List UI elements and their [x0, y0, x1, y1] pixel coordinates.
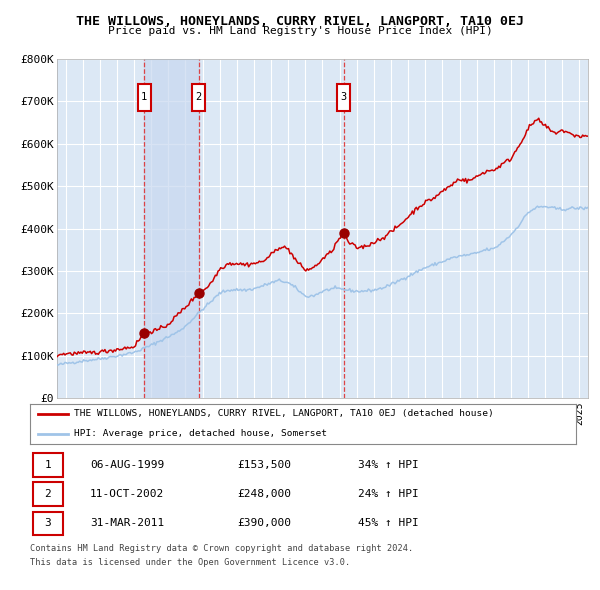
Text: THE WILLOWS, HONEYLANDS, CURRY RIVEL, LANGPORT, TA10 0EJ: THE WILLOWS, HONEYLANDS, CURRY RIVEL, LA…: [76, 15, 524, 28]
Text: £153,500: £153,500: [238, 460, 292, 470]
Text: 31-MAR-2011: 31-MAR-2011: [90, 519, 164, 529]
Text: 2: 2: [44, 489, 51, 499]
Text: 2: 2: [196, 92, 202, 102]
Text: THE WILLOWS, HONEYLANDS, CURRY RIVEL, LANGPORT, TA10 0EJ (detached house): THE WILLOWS, HONEYLANDS, CURRY RIVEL, LA…: [74, 409, 493, 418]
Bar: [33, 482, 63, 506]
Bar: [193, 84, 205, 111]
Bar: [33, 453, 63, 477]
Text: Price paid vs. HM Land Registry's House Price Index (HPI): Price paid vs. HM Land Registry's House …: [107, 26, 493, 36]
Text: HPI: Average price, detached house, Somerset: HPI: Average price, detached house, Some…: [74, 429, 326, 438]
Text: £248,000: £248,000: [238, 489, 292, 499]
Text: 06-AUG-1999: 06-AUG-1999: [90, 460, 164, 470]
Text: This data is licensed under the Open Government Licence v3.0.: This data is licensed under the Open Gov…: [30, 558, 350, 566]
Text: 11-OCT-2002: 11-OCT-2002: [90, 489, 164, 499]
Text: 3: 3: [341, 92, 347, 102]
Bar: [33, 512, 63, 535]
Bar: [337, 84, 350, 111]
Text: 1: 1: [141, 92, 148, 102]
Text: 45% ↑ HPI: 45% ↑ HPI: [358, 519, 418, 529]
Bar: [144, 59, 199, 398]
Text: Contains HM Land Registry data © Crown copyright and database right 2024.: Contains HM Land Registry data © Crown c…: [30, 544, 413, 553]
Text: 1: 1: [44, 460, 51, 470]
Text: £390,000: £390,000: [238, 519, 292, 529]
Text: 3: 3: [44, 519, 51, 529]
Text: 34% ↑ HPI: 34% ↑ HPI: [358, 460, 418, 470]
Text: 24% ↑ HPI: 24% ↑ HPI: [358, 489, 418, 499]
Bar: [137, 84, 151, 111]
